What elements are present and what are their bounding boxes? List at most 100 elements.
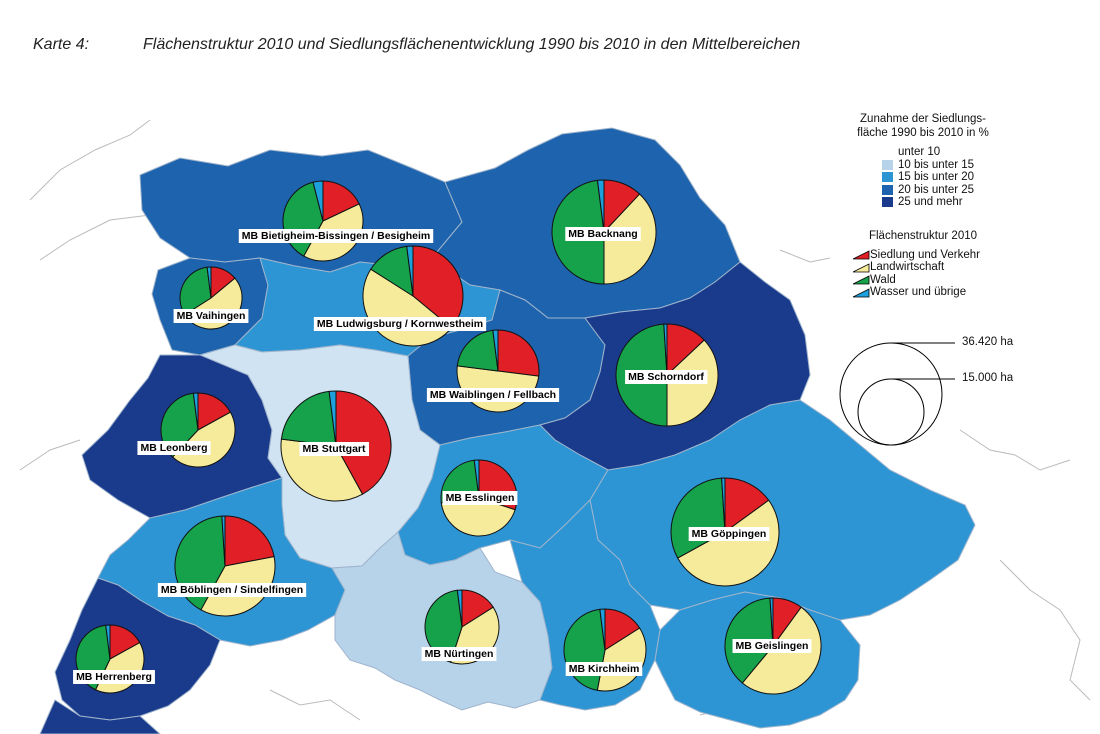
wald-wedge-icon bbox=[852, 275, 870, 285]
pie-slice-wald bbox=[456, 329, 499, 372]
size-circle-small bbox=[857, 378, 925, 446]
growth-legend-title-2: fläche 1990 bis 2010 in % bbox=[857, 127, 989, 139]
area-label-text: MB Kirchheim bbox=[569, 663, 640, 675]
pie-slice-wasser bbox=[769, 597, 774, 647]
boundary-line-west bbox=[19, 119, 151, 471]
area-label-background bbox=[565, 227, 641, 241]
area-label-background bbox=[238, 229, 434, 243]
area-label-schorndorf: MB Schorndorf bbox=[625, 370, 708, 384]
pie-ludwigsburg-kornwestheim bbox=[362, 245, 464, 347]
pie-slice-siedlung bbox=[322, 180, 360, 222]
area-label-vaihingen: MB Vaihingen bbox=[173, 309, 249, 323]
area-label-background bbox=[313, 317, 487, 331]
pie-slice-wasser bbox=[492, 329, 499, 372]
pie-slice-wasser bbox=[192, 392, 199, 431]
map-header: Karte 4: Flächenstruktur 2010 und Siedlu… bbox=[0, 0, 1100, 70]
growth-class-5: 25 und mehr bbox=[882, 196, 1088, 209]
pie-slice-wasser bbox=[456, 589, 463, 628]
area-label-ludwigsburg-kornwestheim: MB Ludwigsburg / Kornwestheim bbox=[313, 317, 487, 331]
area-label-text: MB Schorndorf bbox=[628, 371, 704, 383]
growth-class-3: 15 bis unter 20 bbox=[882, 171, 1088, 184]
pie-kirchheim bbox=[563, 608, 647, 692]
area-label-geislingen: MB Geislingen bbox=[732, 639, 812, 653]
structure-legend-title: Flächenstruktur 2010 bbox=[868, 229, 978, 242]
area-label-text: MB Ludwigsburg / Kornwestheim bbox=[317, 318, 483, 330]
area-label-background bbox=[565, 662, 643, 676]
pie-slice-wald bbox=[280, 390, 337, 447]
area-label-background bbox=[426, 388, 560, 402]
area-label-kirchheim: MB Kirchheim bbox=[565, 662, 643, 676]
pie-slice-wasser bbox=[328, 390, 337, 447]
pie-slice-wasser bbox=[663, 323, 668, 376]
legend: Zunahme der Siedlungs- fläche 1990 bis 2… bbox=[838, 112, 1088, 384]
structure-class-landwirtschaft: Landwirtschaft bbox=[852, 261, 1088, 274]
growth-class-1-label: unter 10 bbox=[898, 146, 941, 158]
size-circle-large bbox=[839, 342, 943, 446]
pie-slice-wasser bbox=[599, 608, 606, 651]
area-label-text: MB Leonberg bbox=[140, 442, 207, 454]
pie-slice-wasser bbox=[221, 515, 226, 567]
growth-class-4-label: 20 bis unter 25 bbox=[898, 183, 975, 196]
pie-slice-wasser bbox=[206, 266, 212, 299]
area-label-background bbox=[442, 491, 518, 505]
area-label-text: MB Geislingen bbox=[736, 640, 809, 652]
growth-swatch-5 bbox=[882, 197, 893, 208]
pie-slice-siedlung bbox=[497, 329, 540, 377]
area-label-backnang: MB Backnang bbox=[565, 227, 641, 241]
area-labels: MB Bietigheim-Bissingen / Besigheim MB Ba… bbox=[73, 227, 812, 684]
pie-slice-wasser bbox=[312, 180, 324, 222]
area-label-text: MB Nürtingen bbox=[425, 648, 494, 660]
structure-class-siedlung: Siedlung und Verkehr bbox=[852, 249, 1088, 262]
pie-slice-siedlung bbox=[724, 477, 770, 533]
growth-class-2-label: 10 bis unter 15 bbox=[898, 158, 975, 171]
area-label-text: MB Herrenberg bbox=[76, 671, 152, 683]
pie-slice-wasser bbox=[473, 459, 480, 499]
growth-legend-title-1: Zunahme der Siedlungs- bbox=[860, 113, 986, 125]
area-label-stuttgart: MB Stuttgart bbox=[299, 442, 369, 456]
pie-leonberg bbox=[160, 392, 236, 468]
area-label-leonberg: MB Leonberg bbox=[137, 441, 211, 455]
pie-slice-wasser bbox=[596, 179, 605, 233]
size-label-large: 36.420 ha bbox=[962, 336, 1014, 348]
pie-slice-siedlung bbox=[224, 515, 275, 567]
area-label-background bbox=[299, 442, 369, 456]
structure-class-wald-label: Wald bbox=[870, 273, 896, 286]
growth-swatch-4 bbox=[882, 184, 893, 195]
area-label-text: MB Böblingen / Sindelfingen bbox=[161, 584, 303, 596]
area-label-text: MB Backnang bbox=[568, 228, 637, 240]
area-label-text: MB Vaihingen bbox=[177, 310, 246, 322]
wasser-wedge-icon bbox=[852, 288, 870, 298]
growth-swatch-2 bbox=[882, 159, 893, 170]
structure-class-landwirtschaft-label: Landwirtschaft bbox=[870, 261, 945, 273]
pie-slice-wasser bbox=[721, 477, 726, 533]
area-label-background bbox=[625, 370, 708, 384]
area-label-text: MB Waiblingen / Fellbach bbox=[430, 389, 556, 401]
growth-swatch-1 bbox=[882, 147, 893, 157]
structure-class-wasser: Wasser und übrige bbox=[852, 286, 1088, 299]
area-label-background bbox=[73, 670, 155, 684]
area-label-nürtingen: MB Nürtingen bbox=[421, 647, 497, 661]
boundary-line-east bbox=[779, 249, 1091, 701]
area-label-background bbox=[157, 583, 307, 597]
area-label-waiblingen-fellbach: MB Waiblingen / Fellbach bbox=[426, 388, 560, 402]
pie-slice-landwirtschaft bbox=[677, 499, 780, 587]
area-label-text: MB Esslingen bbox=[446, 492, 515, 504]
growth-class-1: unter 10 bbox=[882, 146, 1088, 159]
area-label-esslingen: MB Esslingen bbox=[442, 491, 518, 505]
area-label-background bbox=[732, 639, 812, 653]
landwirtschaft-wedge-icon bbox=[852, 263, 870, 273]
district-south-strip bbox=[39, 699, 161, 734]
area-label-göppingen: MB Göppingen bbox=[688, 527, 770, 541]
area-label-text: MB Göppingen bbox=[692, 528, 767, 540]
structure-class-wald: Wald bbox=[852, 274, 1088, 287]
size-label-small: 15.000 ha bbox=[962, 372, 1014, 384]
growth-class-2: 10 bis unter 15 bbox=[882, 159, 1088, 172]
pie-slice-landwirtschaft bbox=[440, 497, 516, 537]
pie-böblingen-sindelfingen bbox=[174, 515, 276, 617]
growth-swatch-3 bbox=[882, 172, 893, 183]
pie-göppingen bbox=[670, 477, 780, 587]
structure-class-siedlung-label: Siedlung und Verkehr bbox=[870, 248, 980, 261]
area-label-background bbox=[421, 647, 497, 661]
area-label-text: MB Bietigheim-Bissingen / Besigheim bbox=[242, 230, 430, 242]
